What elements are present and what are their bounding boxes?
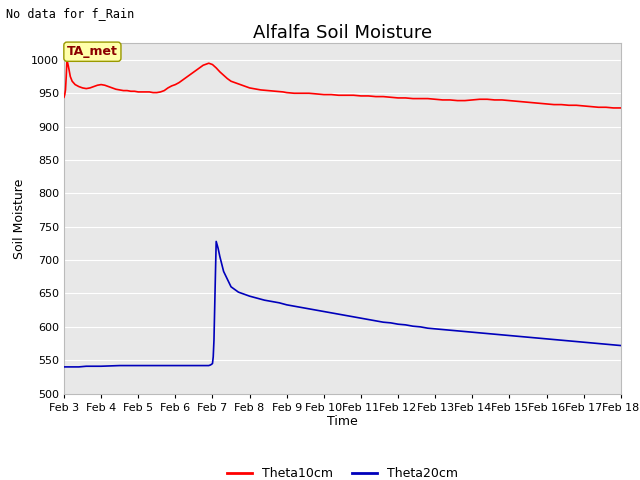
X-axis label: Time: Time	[327, 415, 358, 429]
Legend: Theta10cm, Theta20cm: Theta10cm, Theta20cm	[222, 462, 463, 480]
Y-axis label: Soil Moisture: Soil Moisture	[13, 178, 26, 259]
Text: TA_met: TA_met	[67, 45, 118, 58]
Text: No data for f_Rain: No data for f_Rain	[6, 7, 134, 20]
Title: Alfalfa Soil Moisture: Alfalfa Soil Moisture	[253, 24, 432, 42]
